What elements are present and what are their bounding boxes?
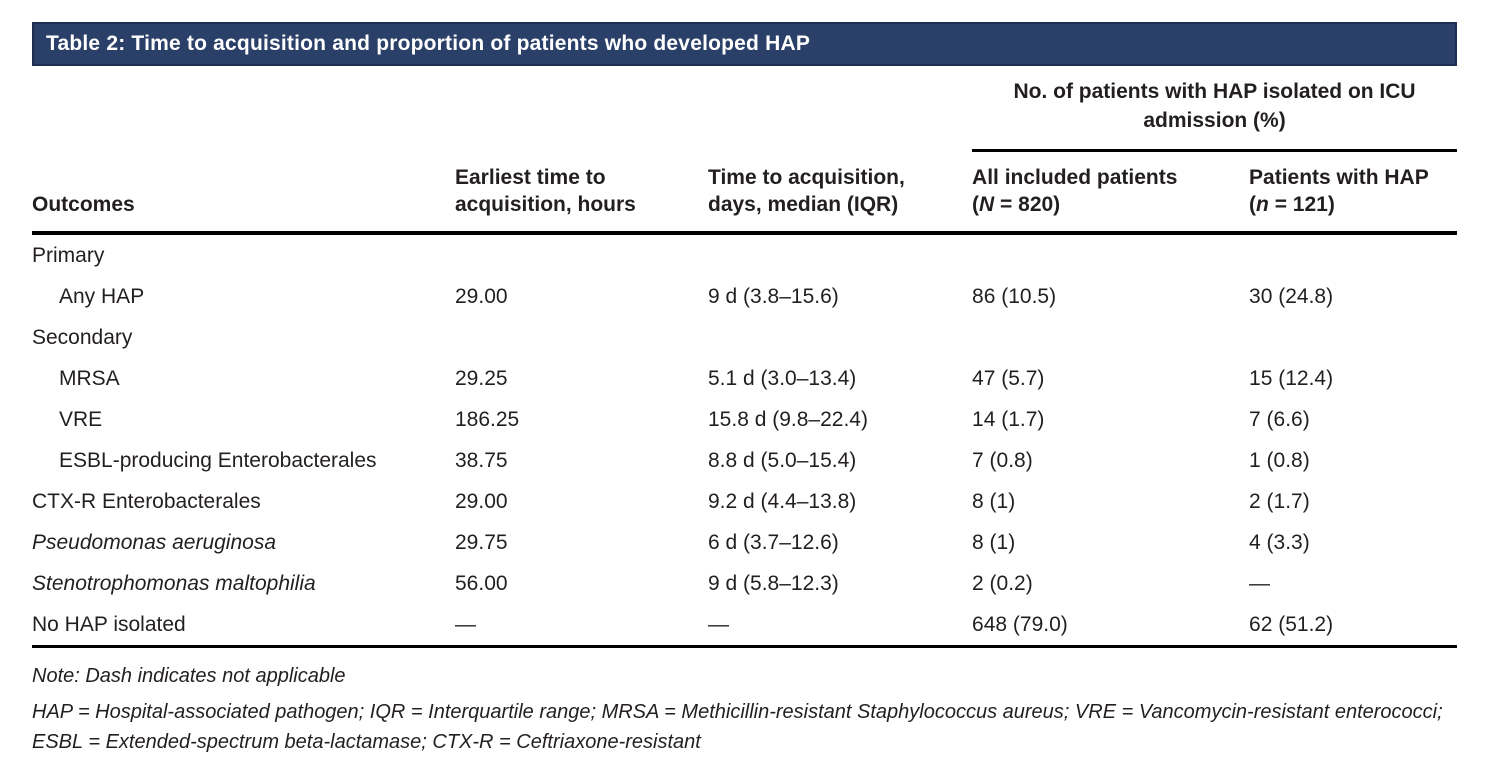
cell-hap: 1 (0.8) [1249,448,1310,472]
table-row-ctx-r: CTX-R Enterobacterales 29.00 9.2 d (4.4–… [32,481,1457,522]
cell-all [972,233,1249,276]
col-header-hap-patients-label: Patients with HAP [1249,165,1429,189]
cell-time: 8.8 d (5.0–15.4) [708,448,857,472]
data-table: No. of patients with HAP isolated on ICU… [32,68,1458,648]
cell-earliest: 38.75 [455,448,508,472]
cell-hap: 2 (1.7) [1249,489,1310,513]
cell-hap: 4 (3.3) [1249,530,1310,554]
footnotes: Note: Dash indicates not applicable HAP … [32,661,1457,758]
footnote-note: Note: Dash indicates not applicable [32,664,346,687]
footnote-abbreviations: HAP = Hospital-associated pathogen; IQR … [32,700,1443,754]
cell-time: — [708,603,973,648]
cell-time [708,317,972,358]
table-row-no-hap: No HAP isolated — — 648 (79.0) 62 (51.2) [32,603,1458,648]
row-label: Secondary [32,325,133,349]
cell-hap: 15 (12.4) [1249,366,1334,390]
table-row-secondary-section: Secondary [32,317,1457,358]
cell-earliest: 29.00 [455,284,508,308]
cell-time: 9.2 d (4.4–13.8) [708,489,857,513]
cell-earliest [455,233,708,276]
row-label: Any HAP [59,284,145,308]
cell-hap [1249,317,1457,358]
col-header-earliest-time: Earliest time to acquisition, hours [455,150,708,235]
cell-earliest: 56.00 [455,571,508,595]
cell-earliest: — [455,603,708,648]
cell-time: 9 d (3.8–15.6) [708,284,839,308]
col-header-all-patients: All included patients (N = 820) [972,150,1250,235]
row-label: Primary [32,243,105,267]
row-label: ESBL-producing Enterobacterales [59,448,377,472]
col-header-hap-patients-n: (n = 121) [1249,191,1443,218]
table-row-any-hap: Any HAP 29.00 9 d (3.8–15.6) 86 (10.5) 3… [32,276,1457,317]
cell-time: 9 d (5.8–12.3) [708,571,839,595]
col-header-all-patients-n: (N = 820) [972,191,1235,218]
cell-all [972,317,1249,358]
col-header-time-to-acquisition: Time to acquisition, days, median (IQR) [708,150,973,235]
paren: ( [1249,193,1257,217]
table-row-vre: VRE 186.25 15.8 d (9.8–22.4) 14 (1.7) 7 … [32,399,1457,440]
cell-time: 5.1 d (3.0–13.4) [708,366,857,390]
group-header-line2: admission (%) [1143,108,1286,132]
cell-all: 648 (79.0) [972,603,1250,648]
cell-all: 14 (1.7) [972,407,1045,431]
row-label: No HAP isolated [32,603,455,648]
table-row-pseudomonas: Pseudomonas aeruginosa 29.75 6 d (3.7–12… [32,522,1457,563]
group-header-spacer [32,68,972,150]
cell-all: 7 (0.8) [972,448,1033,472]
cell-hap: 7 (6.6) [1249,407,1310,431]
row-label: Pseudomonas aeruginosa [32,530,277,554]
cell-all: 47 (5.7) [972,366,1045,390]
table-row-stenotrophomonas: Stenotrophomonas maltophilia 56.00 9 d (… [32,563,1457,604]
cell-time [708,233,972,276]
cell-earliest [455,317,708,358]
row-label: MRSA [59,366,120,390]
cell-earliest: 29.25 [455,366,508,390]
column-header-row: Outcomes Earliest time to acquisition, h… [32,150,1458,235]
col-header-all-patients-label: All included patients [972,165,1178,189]
table-title-bar: Table 2: Time to acquisition and proport… [32,22,1457,66]
cell-hap: 30 (24.8) [1249,284,1334,308]
table-row-esbl: ESBL-producing Enterobacterales 38.75 8.… [32,440,1457,481]
n-value: = 820) [994,193,1061,217]
cell-earliest: 186.25 [455,407,520,431]
cell-time: 6 d (3.7–12.6) [708,530,839,554]
cell-earliest: 29.00 [455,489,508,513]
cell-hap: — [1249,571,1271,595]
row-label: Stenotrophomonas maltophilia [32,571,316,595]
group-header-line1: No. of patients with HAP isolated on ICU [1013,80,1416,103]
cell-hap [1249,233,1457,276]
cell-time: 15.8 d (9.8–22.4) [708,407,868,431]
cell-all: 8 (1) [972,530,1016,554]
row-label: VRE [59,407,103,431]
n-variable: n [1256,193,1269,217]
paren: ( [972,193,980,217]
n-variable: N [979,193,995,217]
table-row-mrsa: MRSA 29.25 5.1 d (3.0–13.4) 47 (5.7) 15 … [32,358,1457,399]
cell-hap: 62 (51.2) [1249,603,1458,648]
cell-earliest: 29.75 [455,530,508,554]
cell-all: 86 (10.5) [972,284,1057,308]
col-header-outcomes: Outcomes [32,150,455,235]
row-label: CTX-R Enterobacterales [32,489,261,513]
group-header-row: No. of patients with HAP isolated on ICU… [32,68,1458,152]
cell-all: 2 (0.2) [972,571,1033,595]
col-header-hap-patients: Patients with HAP (n = 121) [1249,150,1458,235]
cell-all: 8 (1) [972,489,1016,513]
table-row-primary-section: Primary [32,233,1457,276]
group-header: No. of patients with HAP isolated on ICU… [972,68,1458,152]
n-value: = 121) [1268,193,1335,217]
